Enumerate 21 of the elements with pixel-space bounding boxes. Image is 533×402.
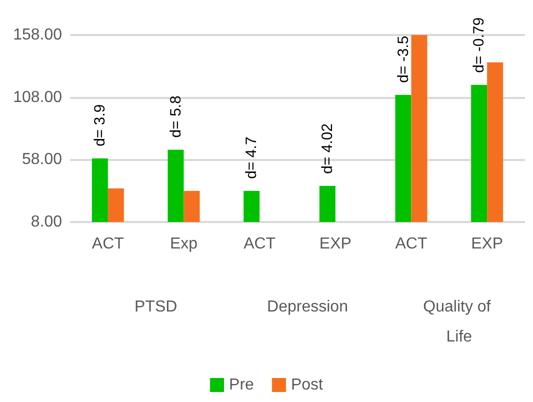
annotation: d= 3.9: [91, 104, 108, 146]
annotation: d= -3.5: [394, 36, 412, 83]
y-tick-label: 58.00: [22, 151, 62, 168]
annotation: d= 4.7: [243, 136, 260, 179]
x-tick-label: EXP: [319, 236, 352, 252]
y-tick-label: 8.00: [30, 214, 62, 230]
annotation: d= -0.79: [470, 17, 488, 73]
x-tick-label: EXP: [471, 236, 504, 252]
legend-label: Post: [290, 376, 324, 394]
x-tick-label: ACT: [92, 236, 124, 252]
x-tick-label: ACT: [244, 236, 276, 252]
x-tick-label: ACT: [395, 236, 428, 252]
legend-label: Pre: [229, 376, 254, 394]
y-tick-label: 158.00: [13, 26, 62, 44]
annotation: d= 5.8: [167, 96, 184, 138]
y-tick-label: 108.00: [13, 88, 62, 106]
text: PTSD: [134, 298, 178, 316]
text: Depression: [267, 298, 348, 316]
text: Quality of Life: [423, 298, 496, 346]
annotation: d= 4.02: [318, 123, 336, 174]
x-tick-label: Exp: [170, 236, 198, 252]
